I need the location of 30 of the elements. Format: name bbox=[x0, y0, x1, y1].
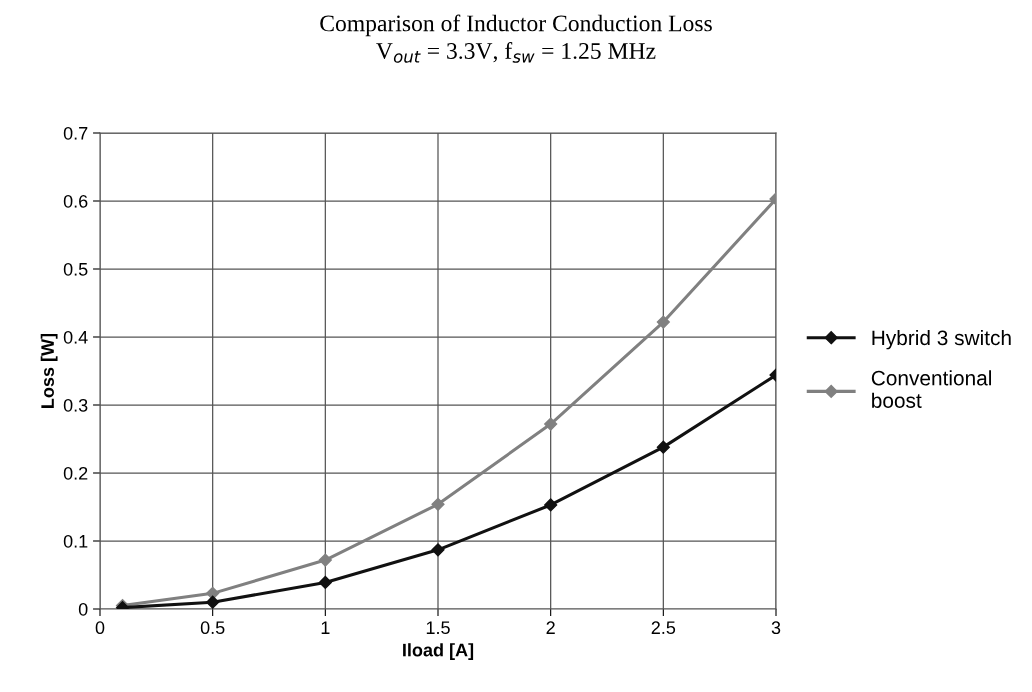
y-tick-label: 0.3 bbox=[63, 398, 88, 412]
y-axis-title: Loss [W] bbox=[40, 333, 58, 408]
x-tick-label: 0.5 bbox=[200, 621, 225, 635]
x-tick-label: 0 bbox=[95, 621, 105, 635]
x-tick-label: 1 bbox=[321, 621, 330, 634]
legend-label: Hybrid 3 switch bbox=[872, 329, 1011, 350]
x-axis-title: Iload [A] bbox=[403, 643, 474, 661]
x-tick-label: 3 bbox=[771, 621, 781, 635]
y-tick-label: 0 bbox=[78, 602, 88, 616]
point bbox=[544, 498, 558, 512]
x-tick-label: 2.5 bbox=[651, 621, 676, 635]
x-tick-label: 2 bbox=[546, 621, 555, 634]
legend-label: Conventional boost bbox=[871, 370, 991, 408]
point bbox=[318, 575, 332, 590]
point bbox=[431, 543, 445, 557]
chart-subtitle: V$_{out}$ = 3.3V, f$_{sw}$ = 1.25 MHz bbox=[376, 42, 656, 63]
x-tick-label: 1.5 bbox=[426, 621, 450, 635]
y-tick-label: 0.6 bbox=[63, 194, 88, 208]
point bbox=[544, 417, 558, 431]
point bbox=[318, 553, 332, 567]
point bbox=[206, 595, 220, 609]
point bbox=[656, 440, 670, 454]
y-tick-label: 0.5 bbox=[63, 262, 88, 276]
point bbox=[656, 315, 670, 329]
y-tick-label: 0.1 bbox=[63, 534, 88, 548]
y-tick-label: 0.7 bbox=[63, 126, 88, 140]
chart-title: Comparison of Inductor Conduction Loss bbox=[320, 14, 712, 37]
y-tick-label: 0.4 bbox=[63, 330, 88, 344]
point bbox=[431, 497, 445, 511]
y-tick-label: 0.2 bbox=[63, 466, 88, 480]
